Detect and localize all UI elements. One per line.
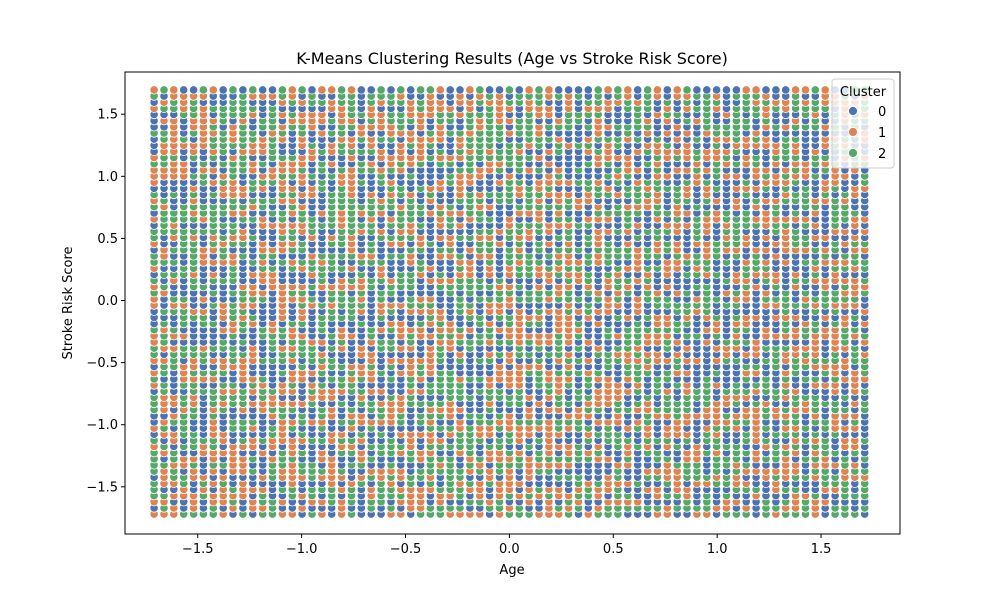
data-point-cluster-0	[218, 85, 228, 95]
data-point-cluster-2	[376, 85, 386, 95]
data-point-cluster-2	[415, 85, 426, 95]
data-point-cluster-1	[435, 85, 445, 95]
data-point-cluster-0	[662, 85, 672, 95]
data-point-cluster-0	[386, 85, 396, 95]
data-point-cluster-1	[672, 85, 682, 95]
data-point-cluster-2	[682, 85, 692, 95]
data-point-cluster-0	[692, 85, 702, 95]
data-point-cluster-1	[169, 85, 179, 95]
data-point-cluster-1	[652, 85, 663, 95]
points-layer	[149, 85, 870, 519]
data-point-cluster-0	[761, 85, 771, 95]
data-point-cluster-1	[208, 85, 218, 95]
data-point-cluster-1	[346, 85, 357, 95]
data-point-cluster-0	[189, 85, 199, 95]
data-point-cluster-2	[593, 85, 603, 95]
data-point-cluster-2	[248, 85, 258, 95]
data-point-cluster-1	[317, 85, 327, 95]
data-point-cluster-1	[741, 85, 751, 95]
data-point-cluster-1	[820, 85, 830, 95]
data-point-cluster-2	[336, 85, 347, 95]
data-point-cluster-1	[524, 85, 534, 95]
data-point-cluster-0	[731, 85, 742, 95]
data-point-cluster-0	[514, 85, 524, 95]
data-point-cluster-0	[554, 85, 564, 95]
data-point-cluster-0	[179, 85, 189, 95]
data-point-cluster-2	[297, 85, 307, 95]
data-point-cluster-1	[751, 85, 761, 95]
data-point-cluster-1	[149, 85, 159, 95]
data-point-cluster-0	[258, 85, 268, 95]
data-point-cluster-0	[563, 85, 574, 95]
data-point-cluster-1	[287, 85, 297, 95]
data-point-cluster-0	[721, 85, 732, 95]
data-point-cluster-2	[396, 85, 406, 95]
data-point-cluster-1	[327, 85, 337, 95]
data-point-cluster-0	[445, 85, 455, 95]
data-point-cluster-2	[277, 85, 287, 95]
data-point-cluster-0	[771, 85, 781, 95]
data-point-cluster-1	[790, 85, 801, 95]
data-point-cluster-0	[573, 85, 584, 95]
data-point-cluster-0	[356, 85, 366, 95]
data-point-cluster-1	[623, 85, 633, 95]
data-point-cluster-0	[633, 85, 643, 95]
data-point-cluster-0	[702, 85, 712, 95]
data-point-cluster-0	[406, 85, 416, 95]
data-point-cluster-0	[484, 85, 495, 95]
data-point-cluster-0	[238, 85, 248, 95]
data-point-cluster-1	[465, 85, 475, 95]
data-point-cluster-1	[544, 85, 554, 95]
chart-title: K-Means Clustering Results (Age vs Strok…	[296, 49, 728, 68]
data-point-cluster-2	[613, 85, 623, 95]
data-point-cluster-0	[494, 85, 505, 95]
data-point-cluster-2	[534, 85, 544, 95]
data-point-cluster-2	[198, 85, 208, 95]
data-point-cluster-2	[228, 85, 238, 95]
data-point-cluster-2	[810, 85, 820, 95]
data-point-cluster-2	[425, 85, 435, 95]
data-point-cluster-1	[603, 85, 613, 95]
data-point-cluster-2	[159, 85, 169, 95]
data-point-cluster-1	[800, 85, 811, 95]
data-point-cluster-0	[583, 85, 593, 95]
data-point-cluster-0	[711, 85, 722, 95]
data-point-cluster-2	[475, 85, 485, 95]
data-point-cluster-0	[307, 85, 317, 95]
data-point-cluster-2	[504, 85, 514, 95]
data-point-cluster-2	[642, 85, 653, 95]
data-point-cluster-0	[267, 85, 278, 95]
data-point-cluster-0	[455, 85, 465, 95]
data-point-cluster-0	[366, 85, 376, 95]
data-point-cluster-0	[781, 85, 791, 95]
